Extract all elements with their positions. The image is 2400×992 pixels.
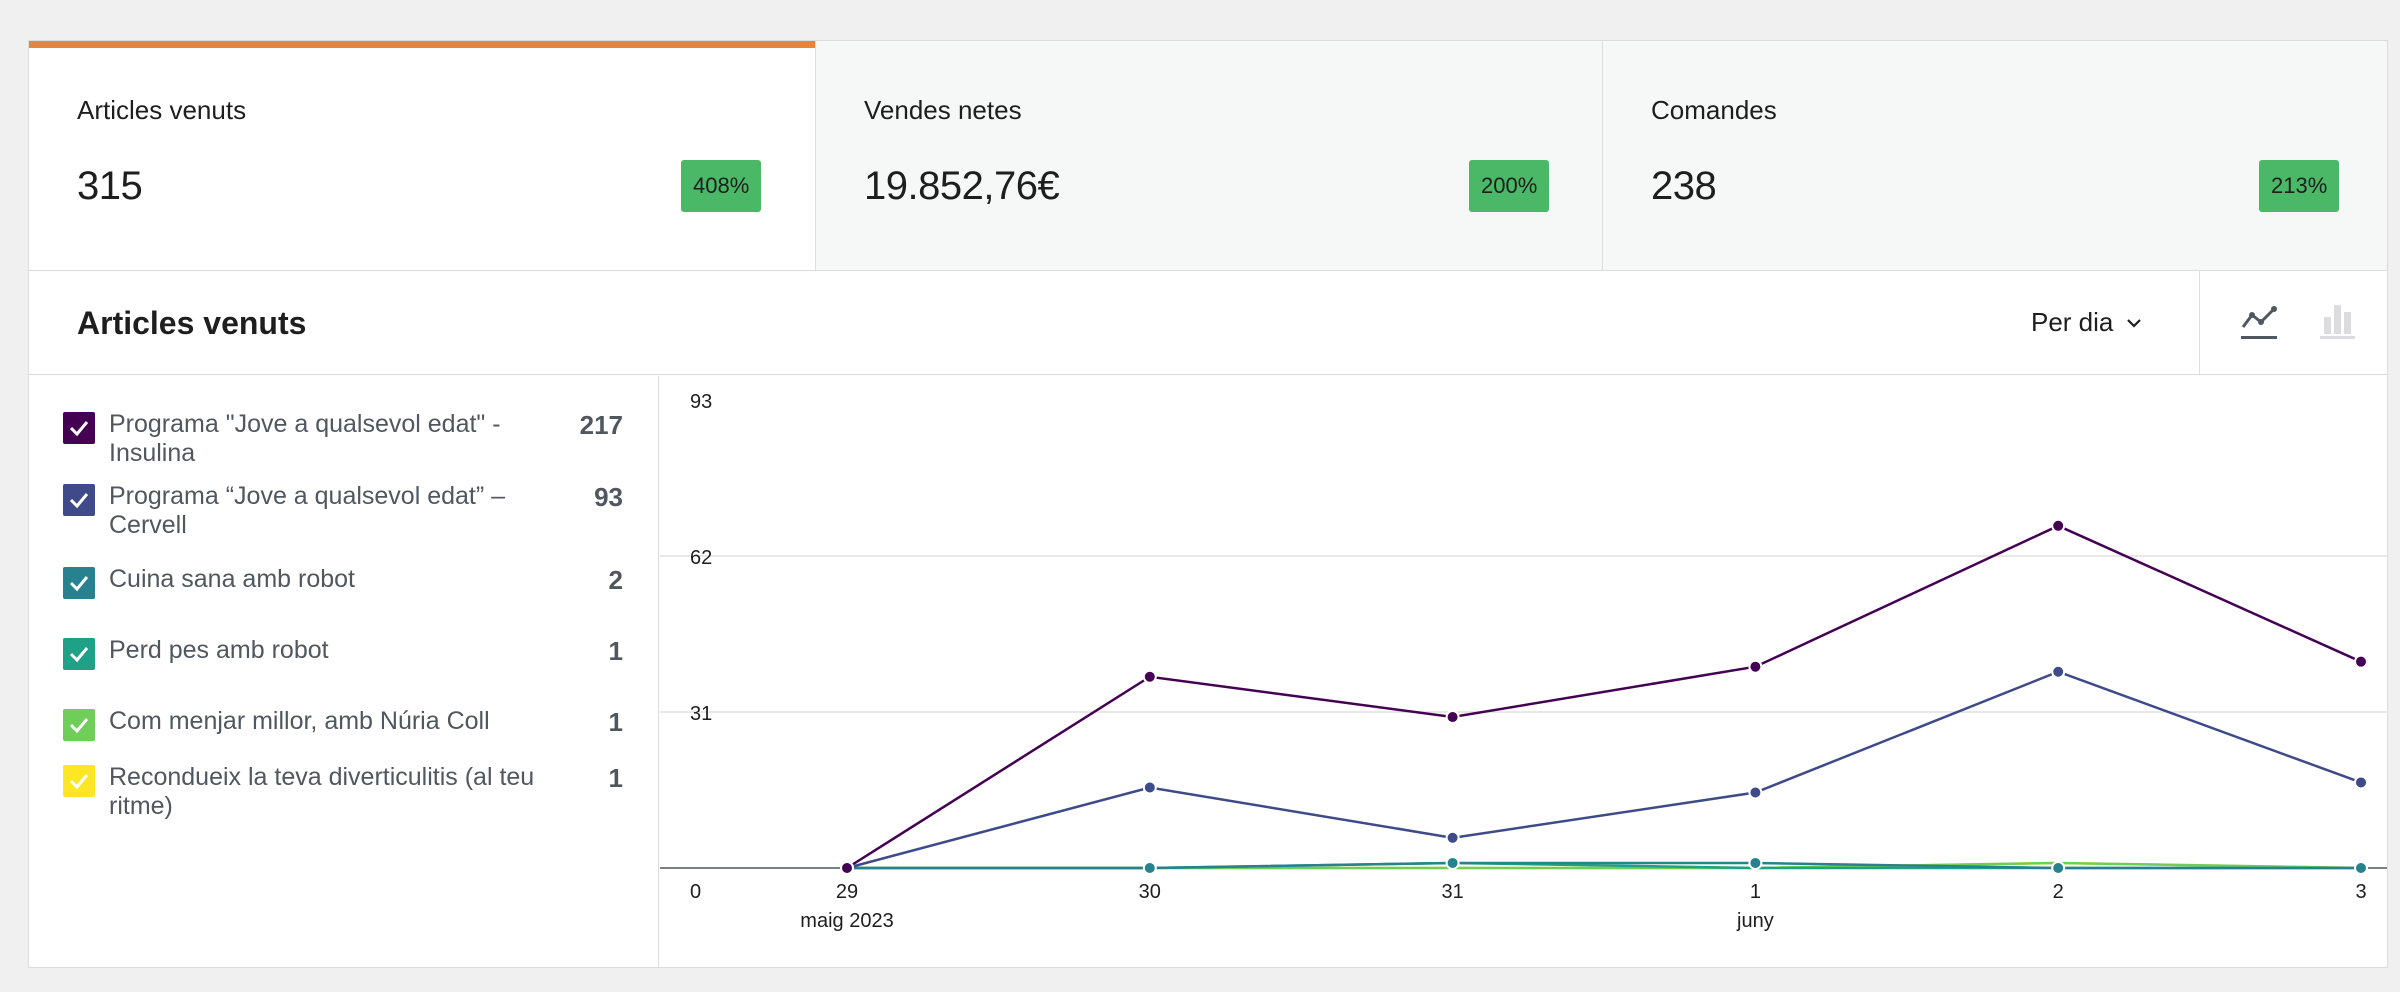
data-point bbox=[840, 861, 854, 875]
check-icon bbox=[69, 421, 89, 437]
check-icon bbox=[69, 576, 89, 592]
y-tick-label: 62 bbox=[690, 547, 712, 569]
chart-type-switch bbox=[2199, 271, 2387, 374]
tile-comandes[interactable]: Comandes 238 213% bbox=[1603, 41, 2387, 270]
x-tick-label: 3 bbox=[2355, 881, 2366, 903]
x-tick-label: 29 bbox=[836, 881, 858, 903]
x-tick-label: 1 bbox=[1750, 881, 1761, 903]
tile-value: 238 bbox=[1651, 164, 1717, 208]
legend-value: 1 bbox=[608, 707, 623, 737]
data-point bbox=[1445, 710, 1460, 725]
legend-label: Recondueix la teva diverticulitis (al te… bbox=[109, 763, 535, 820]
check-icon bbox=[69, 774, 89, 790]
x-tick-label: 30 bbox=[1139, 881, 1161, 903]
line-chart: 0 31 62 93 29 maig 2023 30 31 1 juny 2 3 bbox=[660, 376, 2387, 967]
tile-vendes-netes[interactable]: Vendes netes 19.852,76€ 200% bbox=[816, 41, 1603, 270]
data-point bbox=[2354, 775, 2368, 790]
legend-item[interactable]: Programa “Jove a qualsevol edat” – Cerve… bbox=[63, 476, 623, 540]
data-point bbox=[1445, 855, 1460, 870]
legend-item[interactable]: Perd pes amb robot 1 bbox=[63, 630, 623, 670]
checkbox[interactable] bbox=[63, 412, 95, 444]
report-panel: Articles venuts 315 408% Vendes netes 19… bbox=[28, 40, 2388, 968]
series-line bbox=[847, 861, 2361, 870]
check-icon bbox=[69, 718, 89, 734]
series-line bbox=[846, 524, 2362, 870]
checkbox[interactable] bbox=[63, 709, 95, 741]
x-tick-sublabel: maig 2023 bbox=[800, 910, 893, 932]
legend-label: Perd pes amb robot bbox=[109, 636, 329, 664]
data-point bbox=[1142, 861, 1157, 875]
delta-badge: 408% bbox=[681, 160, 762, 212]
chart-header: Articles venuts Per dia bbox=[29, 271, 2387, 375]
bar-chart-icon[interactable] bbox=[2316, 301, 2358, 343]
tile-value: 315 bbox=[77, 164, 143, 208]
legend-label: Programa "Jove a qualsevol edat" - Insul… bbox=[109, 410, 501, 467]
chart-title: Articles venuts bbox=[77, 305, 307, 341]
data-point bbox=[1142, 669, 1157, 684]
data-point bbox=[1748, 855, 1763, 870]
legend-value: 93 bbox=[594, 482, 623, 512]
tile-articles-venuts[interactable]: Articles venuts 315 408% bbox=[29, 41, 816, 270]
legend-label: Com menjar millor, amb Núria Coll bbox=[109, 707, 490, 735]
chevron-down-icon bbox=[2127, 318, 2142, 328]
legend-item[interactable]: Com menjar millor, amb Núria Coll 1 bbox=[63, 701, 623, 741]
x-tick-label: 2 bbox=[2053, 881, 2064, 903]
x-tick-sublabel: juny bbox=[1736, 910, 1774, 932]
tile-label: Vendes netes bbox=[864, 95, 1022, 125]
checkbox[interactable] bbox=[63, 765, 95, 797]
series-line bbox=[846, 670, 2362, 870]
checkbox[interactable] bbox=[63, 484, 95, 516]
y-tick-label: 93 bbox=[690, 391, 712, 413]
check-icon bbox=[69, 493, 89, 509]
check-icon bbox=[69, 647, 89, 663]
delta-badge: 213% bbox=[2259, 160, 2340, 212]
legend-label: Cuina sana amb robot bbox=[109, 565, 355, 593]
y-tick-label: 0 bbox=[690, 881, 701, 903]
legend-label: Programa “Jove a qualsevol edat” – Cerve… bbox=[109, 482, 506, 539]
interval-label: Per dia bbox=[2031, 307, 2114, 337]
checkbox[interactable] bbox=[63, 567, 95, 599]
delta-badge: 200% bbox=[1469, 160, 1550, 212]
legend-value: 1 bbox=[608, 763, 623, 793]
summary-tiles: Articles venuts 315 408% Vendes netes 19… bbox=[29, 41, 2387, 271]
line-chart-icon[interactable] bbox=[2238, 301, 2280, 343]
chart-svg: 0 31 62 93 29 maig 2023 30 31 1 juny 2 3 bbox=[660, 391, 2387, 932]
checkbox[interactable] bbox=[63, 638, 95, 670]
data-point bbox=[2354, 861, 2368, 875]
chart-legend: Programa "Jove a qualsevol edat" - Insul… bbox=[29, 376, 659, 967]
x-tick-label: 31 bbox=[1441, 881, 1463, 903]
legend-item[interactable]: Programa "Jove a qualsevol edat" - Insul… bbox=[63, 404, 623, 468]
legend-value: 217 bbox=[579, 410, 623, 440]
y-tick-label: 31 bbox=[690, 703, 712, 725]
data-point bbox=[2051, 518, 2066, 533]
data-point bbox=[2051, 861, 2066, 875]
data-point bbox=[2354, 654, 2368, 669]
data-point bbox=[1748, 659, 1763, 674]
legend-value: 2 bbox=[608, 565, 623, 595]
legend-item[interactable]: Recondueix la teva diverticulitis (al te… bbox=[63, 757, 623, 821]
data-point bbox=[1748, 785, 1763, 800]
legend-value: 1 bbox=[608, 636, 623, 666]
tile-label: Articles venuts bbox=[77, 95, 247, 125]
data-point bbox=[1142, 780, 1157, 795]
data-point bbox=[1445, 830, 1460, 845]
tile-value: 19.852,76€ bbox=[864, 164, 1060, 208]
interval-select[interactable]: Per dia bbox=[2031, 307, 2143, 338]
data-point bbox=[2051, 664, 2066, 679]
tile-label: Comandes bbox=[1651, 95, 1777, 125]
legend-item[interactable]: Cuina sana amb robot 2 bbox=[63, 559, 623, 599]
